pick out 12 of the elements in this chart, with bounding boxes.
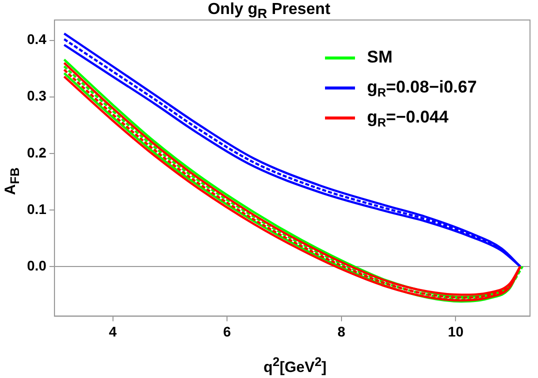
x-tick-label: 8: [337, 323, 346, 340]
x-axis-title: q$^{2}$[GeV$^{2}$]: [262, 355, 328, 376]
y-tick-label: 0.3: [26, 88, 47, 104]
legend-label: SM: [367, 48, 392, 67]
y-tick-label: 0.1: [26, 200, 47, 217]
y-tick-label: 0.2: [26, 144, 47, 160]
y-tick-label: 0.0: [26, 257, 47, 274]
chart-title: Only g$_{R}$ Present: [206, 1, 332, 22]
x-tick-label: 4: [108, 323, 117, 340]
x-tick-label: 6: [223, 323, 232, 340]
x-tick-label: 10: [448, 323, 464, 340]
y-tick-label: 0.4: [26, 31, 47, 48]
